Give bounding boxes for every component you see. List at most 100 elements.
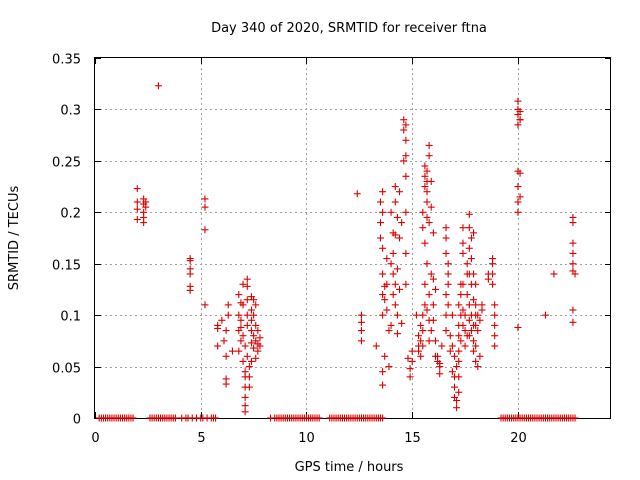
data-point [415, 332, 423, 340]
data-point [423, 213, 431, 221]
data-point [514, 121, 522, 129]
data-point [571, 414, 579, 422]
data-point [453, 363, 461, 371]
data-point [247, 339, 255, 347]
chart-title: Day 340 of 2020, SRMTID for receiver ftn… [211, 21, 487, 36]
data-point [489, 260, 497, 268]
data-point [463, 260, 471, 268]
x-tick-label: 20 [510, 431, 527, 446]
data-point [376, 234, 384, 242]
data-point [419, 224, 427, 232]
data-point [448, 368, 456, 376]
data-point [402, 136, 410, 144]
data-point [398, 319, 406, 327]
data-point [467, 255, 475, 263]
data-point [133, 185, 141, 193]
data-point [389, 291, 397, 299]
data-point [404, 354, 412, 362]
data-point [550, 270, 558, 278]
data-point [474, 363, 482, 371]
data-point [387, 321, 395, 329]
data-point [133, 205, 141, 213]
data-point [514, 208, 522, 216]
y-axis-label: SRMTID / TECUs [7, 186, 22, 291]
data-point [396, 285, 404, 293]
y-tick-label: 0.3 [60, 104, 81, 119]
data-point [457, 291, 465, 299]
data-point [247, 327, 255, 335]
data-point [455, 332, 463, 340]
data-point [218, 316, 226, 324]
data-point [383, 255, 391, 263]
data-point [436, 363, 444, 371]
data-point [442, 224, 450, 232]
data-point [250, 296, 258, 304]
data-point [235, 291, 243, 299]
data-point [402, 172, 410, 180]
data-point [224, 301, 232, 309]
data-point [415, 347, 423, 355]
data-point [474, 311, 482, 319]
data-point [569, 318, 577, 326]
data-point [425, 141, 433, 149]
data-point [186, 257, 194, 265]
data-point [186, 270, 194, 278]
data-point [140, 219, 148, 227]
data-point [379, 368, 387, 376]
data-point [478, 306, 486, 314]
data-point [448, 311, 456, 319]
y-tick-labels: 0 0.05 0.1 0.15 0.2 0.25 0.3 0.35 [52, 53, 81, 428]
data-point [387, 208, 395, 216]
data-point [491, 321, 499, 329]
data-point [243, 321, 251, 329]
data-point [465, 224, 473, 232]
x-tick-label: 0 [91, 431, 99, 446]
data-point [442, 249, 450, 257]
data-point [427, 327, 435, 335]
data-point [357, 311, 365, 319]
data-point [470, 229, 478, 237]
data-points [95, 82, 579, 422]
data-point [383, 280, 391, 288]
data-point [444, 260, 452, 268]
data-point [470, 296, 478, 304]
data-point [569, 249, 577, 257]
data-point [379, 188, 387, 196]
data-point [421, 280, 429, 288]
x-tick-label: 15 [404, 431, 421, 446]
data-point [431, 337, 439, 345]
data-point [427, 270, 435, 278]
data-point [465, 301, 473, 309]
data-point [459, 239, 467, 247]
data-point [389, 270, 397, 278]
data-point [425, 219, 433, 227]
x-tick-label: 5 [197, 431, 205, 446]
data-point [376, 219, 384, 227]
data-point [247, 357, 255, 365]
data-point [472, 301, 480, 309]
data-point [516, 116, 524, 124]
data-point [472, 342, 480, 350]
data-point [239, 357, 247, 365]
data-point [421, 162, 429, 170]
data-point [467, 234, 475, 242]
data-point [461, 327, 469, 335]
data-point [129, 414, 137, 422]
data-point [438, 342, 446, 350]
data-point [442, 311, 450, 319]
data-point [457, 337, 465, 345]
data-point [241, 342, 249, 350]
data-point [393, 330, 401, 338]
data-point [459, 280, 467, 288]
data-point [214, 325, 222, 333]
grid-lines [95, 58, 611, 418]
data-point [252, 321, 260, 329]
data-point [514, 323, 522, 331]
data-point [442, 291, 450, 299]
data-point [171, 414, 179, 422]
data-point [423, 188, 431, 196]
data-point [396, 188, 404, 196]
data-point [379, 208, 387, 216]
data-point [387, 260, 395, 268]
data-point [514, 97, 522, 105]
